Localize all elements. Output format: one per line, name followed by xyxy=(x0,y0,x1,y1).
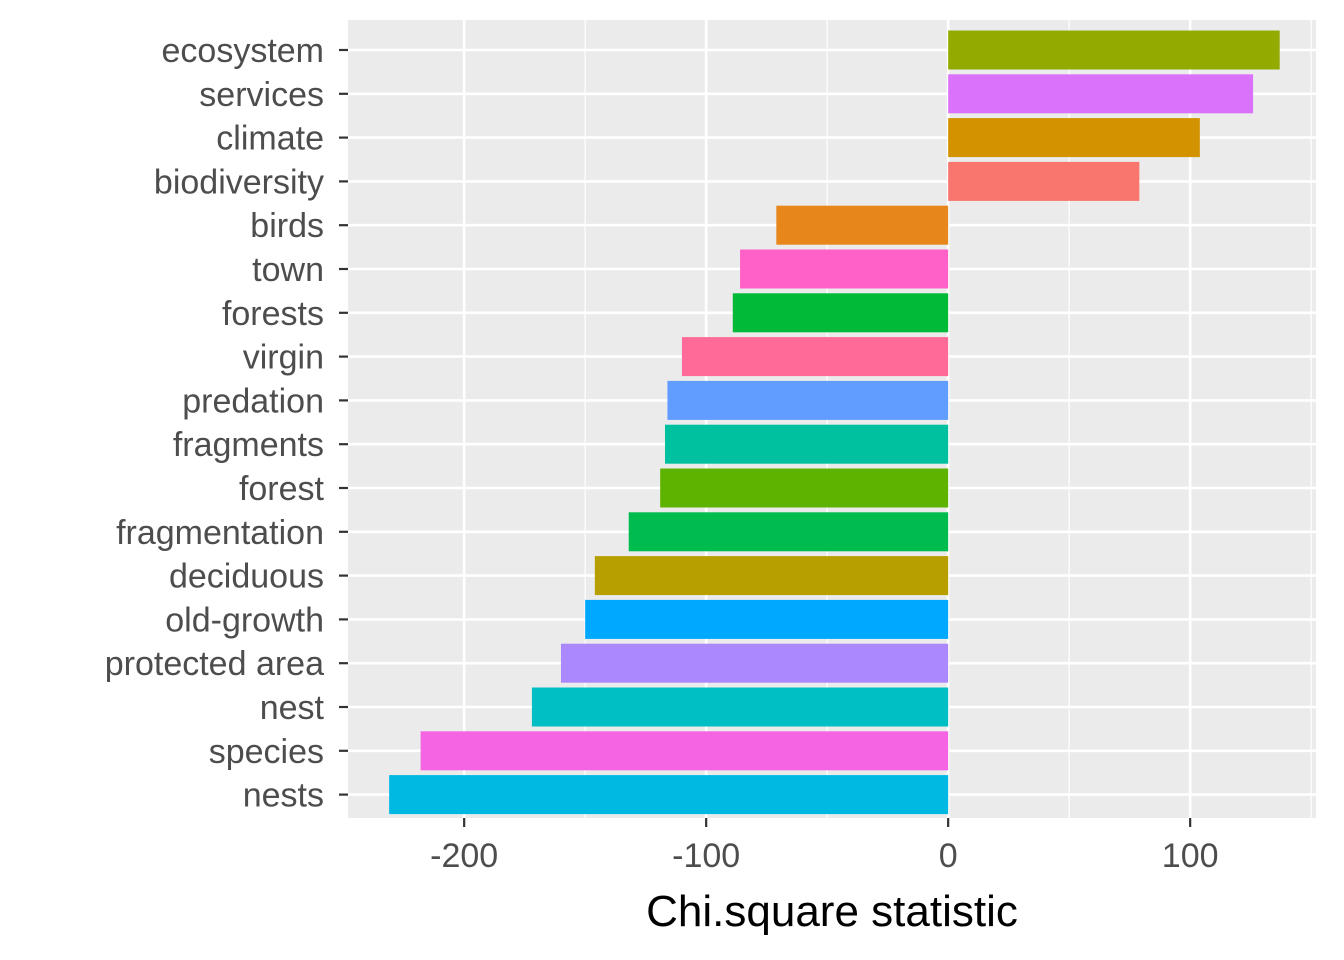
y-tick-label: fragments xyxy=(173,426,324,464)
y-tick-label: fragmentation xyxy=(116,514,324,552)
bars xyxy=(389,30,1280,815)
bar-old-growth xyxy=(585,599,949,639)
bar-fragmentation xyxy=(628,512,949,552)
bar-ecosystem xyxy=(948,30,1280,70)
bar-deciduous xyxy=(594,556,949,596)
y-tick-label: climate xyxy=(216,120,324,158)
y-tick-label: town xyxy=(252,251,324,289)
bar-biodiversity xyxy=(948,161,1140,201)
y-tick-label: old-growth xyxy=(165,601,324,639)
y-tick-label: virgin xyxy=(243,339,324,377)
y-tick-label: biodiversity xyxy=(154,163,324,201)
x-tick-label: 0 xyxy=(939,837,958,875)
x-tick-label: -100 xyxy=(672,837,740,875)
y-tick-label: services xyxy=(199,76,324,114)
bar-town xyxy=(740,249,949,289)
bar-nest xyxy=(531,687,949,727)
y-tick-label: birds xyxy=(250,207,324,245)
bar-fragments xyxy=(665,424,949,464)
bar-services xyxy=(948,74,1254,114)
bar-protected-area xyxy=(560,643,949,683)
y-tick-label: forests xyxy=(222,295,324,333)
x-axis-title: Chi.square statistic xyxy=(646,887,1018,936)
bar-birds xyxy=(776,205,949,245)
bar-species xyxy=(420,731,949,771)
y-tick-label: protected area xyxy=(105,645,324,683)
bar-virgin xyxy=(681,337,949,377)
y-axis: ecosystem services climate biodiversity bird… xyxy=(105,32,348,815)
y-tick-label: predation xyxy=(182,382,324,420)
y-tick-label: forest xyxy=(239,470,325,508)
x-tick-label: -200 xyxy=(430,837,498,875)
bar-forests xyxy=(732,293,949,333)
bar-predation xyxy=(667,380,949,420)
x-axis: -200 -100 0 100 xyxy=(430,818,1219,875)
y-tick-label: deciduous xyxy=(169,558,324,596)
x-tick-label: 100 xyxy=(1162,837,1219,875)
bar-climate xyxy=(948,118,1200,158)
y-tick-label: nest xyxy=(260,689,325,727)
bar-nests xyxy=(389,775,949,815)
y-tick-label: nests xyxy=(243,777,324,815)
y-tick-label: species xyxy=(209,733,324,771)
bar-forest xyxy=(660,468,949,508)
y-tick-label: ecosystem xyxy=(162,32,325,70)
